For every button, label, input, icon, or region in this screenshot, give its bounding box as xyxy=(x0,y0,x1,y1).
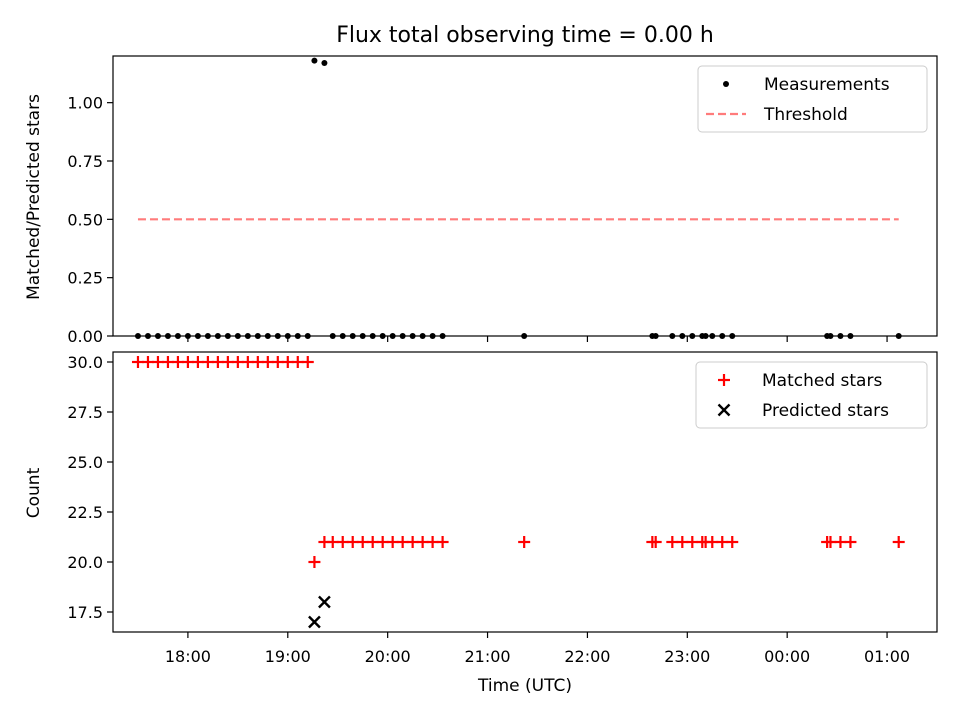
matched-star-point xyxy=(892,536,905,548)
predicted-star-point-b xyxy=(318,595,331,609)
top-legend-box xyxy=(697,65,928,133)
bottom-y-axis-label: Count xyxy=(24,467,44,518)
bottom-y-tick-label: 22.5 xyxy=(67,503,103,522)
matched-star-point xyxy=(726,536,739,548)
bottom-axes-frame xyxy=(112,351,938,633)
x-tick-label: 01:00 xyxy=(864,647,910,666)
matched-star-point xyxy=(844,536,857,548)
legend-label: Threshold xyxy=(763,105,848,125)
measurement-point xyxy=(311,57,318,64)
matched-star-point xyxy=(301,356,314,368)
x-tick-label: 22:00 xyxy=(564,647,610,666)
top-y-tick-label: 0.50 xyxy=(67,210,103,229)
legend-predicted-swatch xyxy=(717,403,731,417)
predicted-star-point-b xyxy=(308,615,321,629)
predicted-star-point xyxy=(308,615,321,629)
top-legend: Measurements Threshold xyxy=(697,65,928,133)
legend-predicted-swatch-b xyxy=(717,403,731,417)
x-tick-label: 00:00 xyxy=(764,647,810,666)
top-y-tick-label: 0.00 xyxy=(67,327,103,346)
x-tick-label: 20:00 xyxy=(365,647,411,666)
bottom-legend-box xyxy=(695,361,928,429)
x-tick-label: 23:00 xyxy=(664,647,710,666)
top-y-axis-label: Matched/Predicted stars xyxy=(24,94,44,300)
x-tick-label: 18:00 xyxy=(165,647,211,666)
legend-label: Matched stars xyxy=(762,371,882,391)
bottom-y-tick-label: 30.0 xyxy=(67,353,103,372)
x-axis-label: Time (UTC) xyxy=(477,676,572,696)
matched-star-point xyxy=(518,536,531,548)
top-y-tick-label: 0.75 xyxy=(67,152,103,171)
matched-star-point xyxy=(308,556,321,568)
bottom-y-tick-label: 25.0 xyxy=(67,453,103,472)
legend-matched-swatch xyxy=(718,374,730,386)
bottom-y-tick-label: 17.5 xyxy=(67,603,103,622)
measurement-point xyxy=(321,60,328,66)
legend-measurement-swatch xyxy=(723,81,729,87)
bottom-plot: 17.5 20.0 22.5 25.0 27.5 30.0 18:00 19:00 20:00 2… xyxy=(67,351,938,666)
predicted-star-point xyxy=(318,595,331,609)
bottom-y-tick-label: 20.0 xyxy=(67,553,103,572)
legend-label: Measurements xyxy=(764,75,890,95)
matched-star-point xyxy=(436,536,449,548)
x-tick-label: 19:00 xyxy=(265,647,311,666)
x-tick-label: 21:00 xyxy=(464,647,510,666)
bottom-legend: Matched stars Predicted stars xyxy=(695,361,928,429)
top-axes-frame xyxy=(112,55,938,337)
matched-star-point xyxy=(649,536,662,548)
bottom-y-tick-label: 27.5 xyxy=(67,403,103,422)
legend-label: Predicted stars xyxy=(762,401,889,421)
top-plot: 0.00 0.25 0.50 0.75 1.00 Measurements Threshol… xyxy=(67,55,938,346)
top-y-tick-label: 1.00 xyxy=(67,94,103,113)
chart-title: Flux total observing time = 0.00 h xyxy=(336,23,714,48)
top-y-tick-label: 0.25 xyxy=(67,269,103,288)
